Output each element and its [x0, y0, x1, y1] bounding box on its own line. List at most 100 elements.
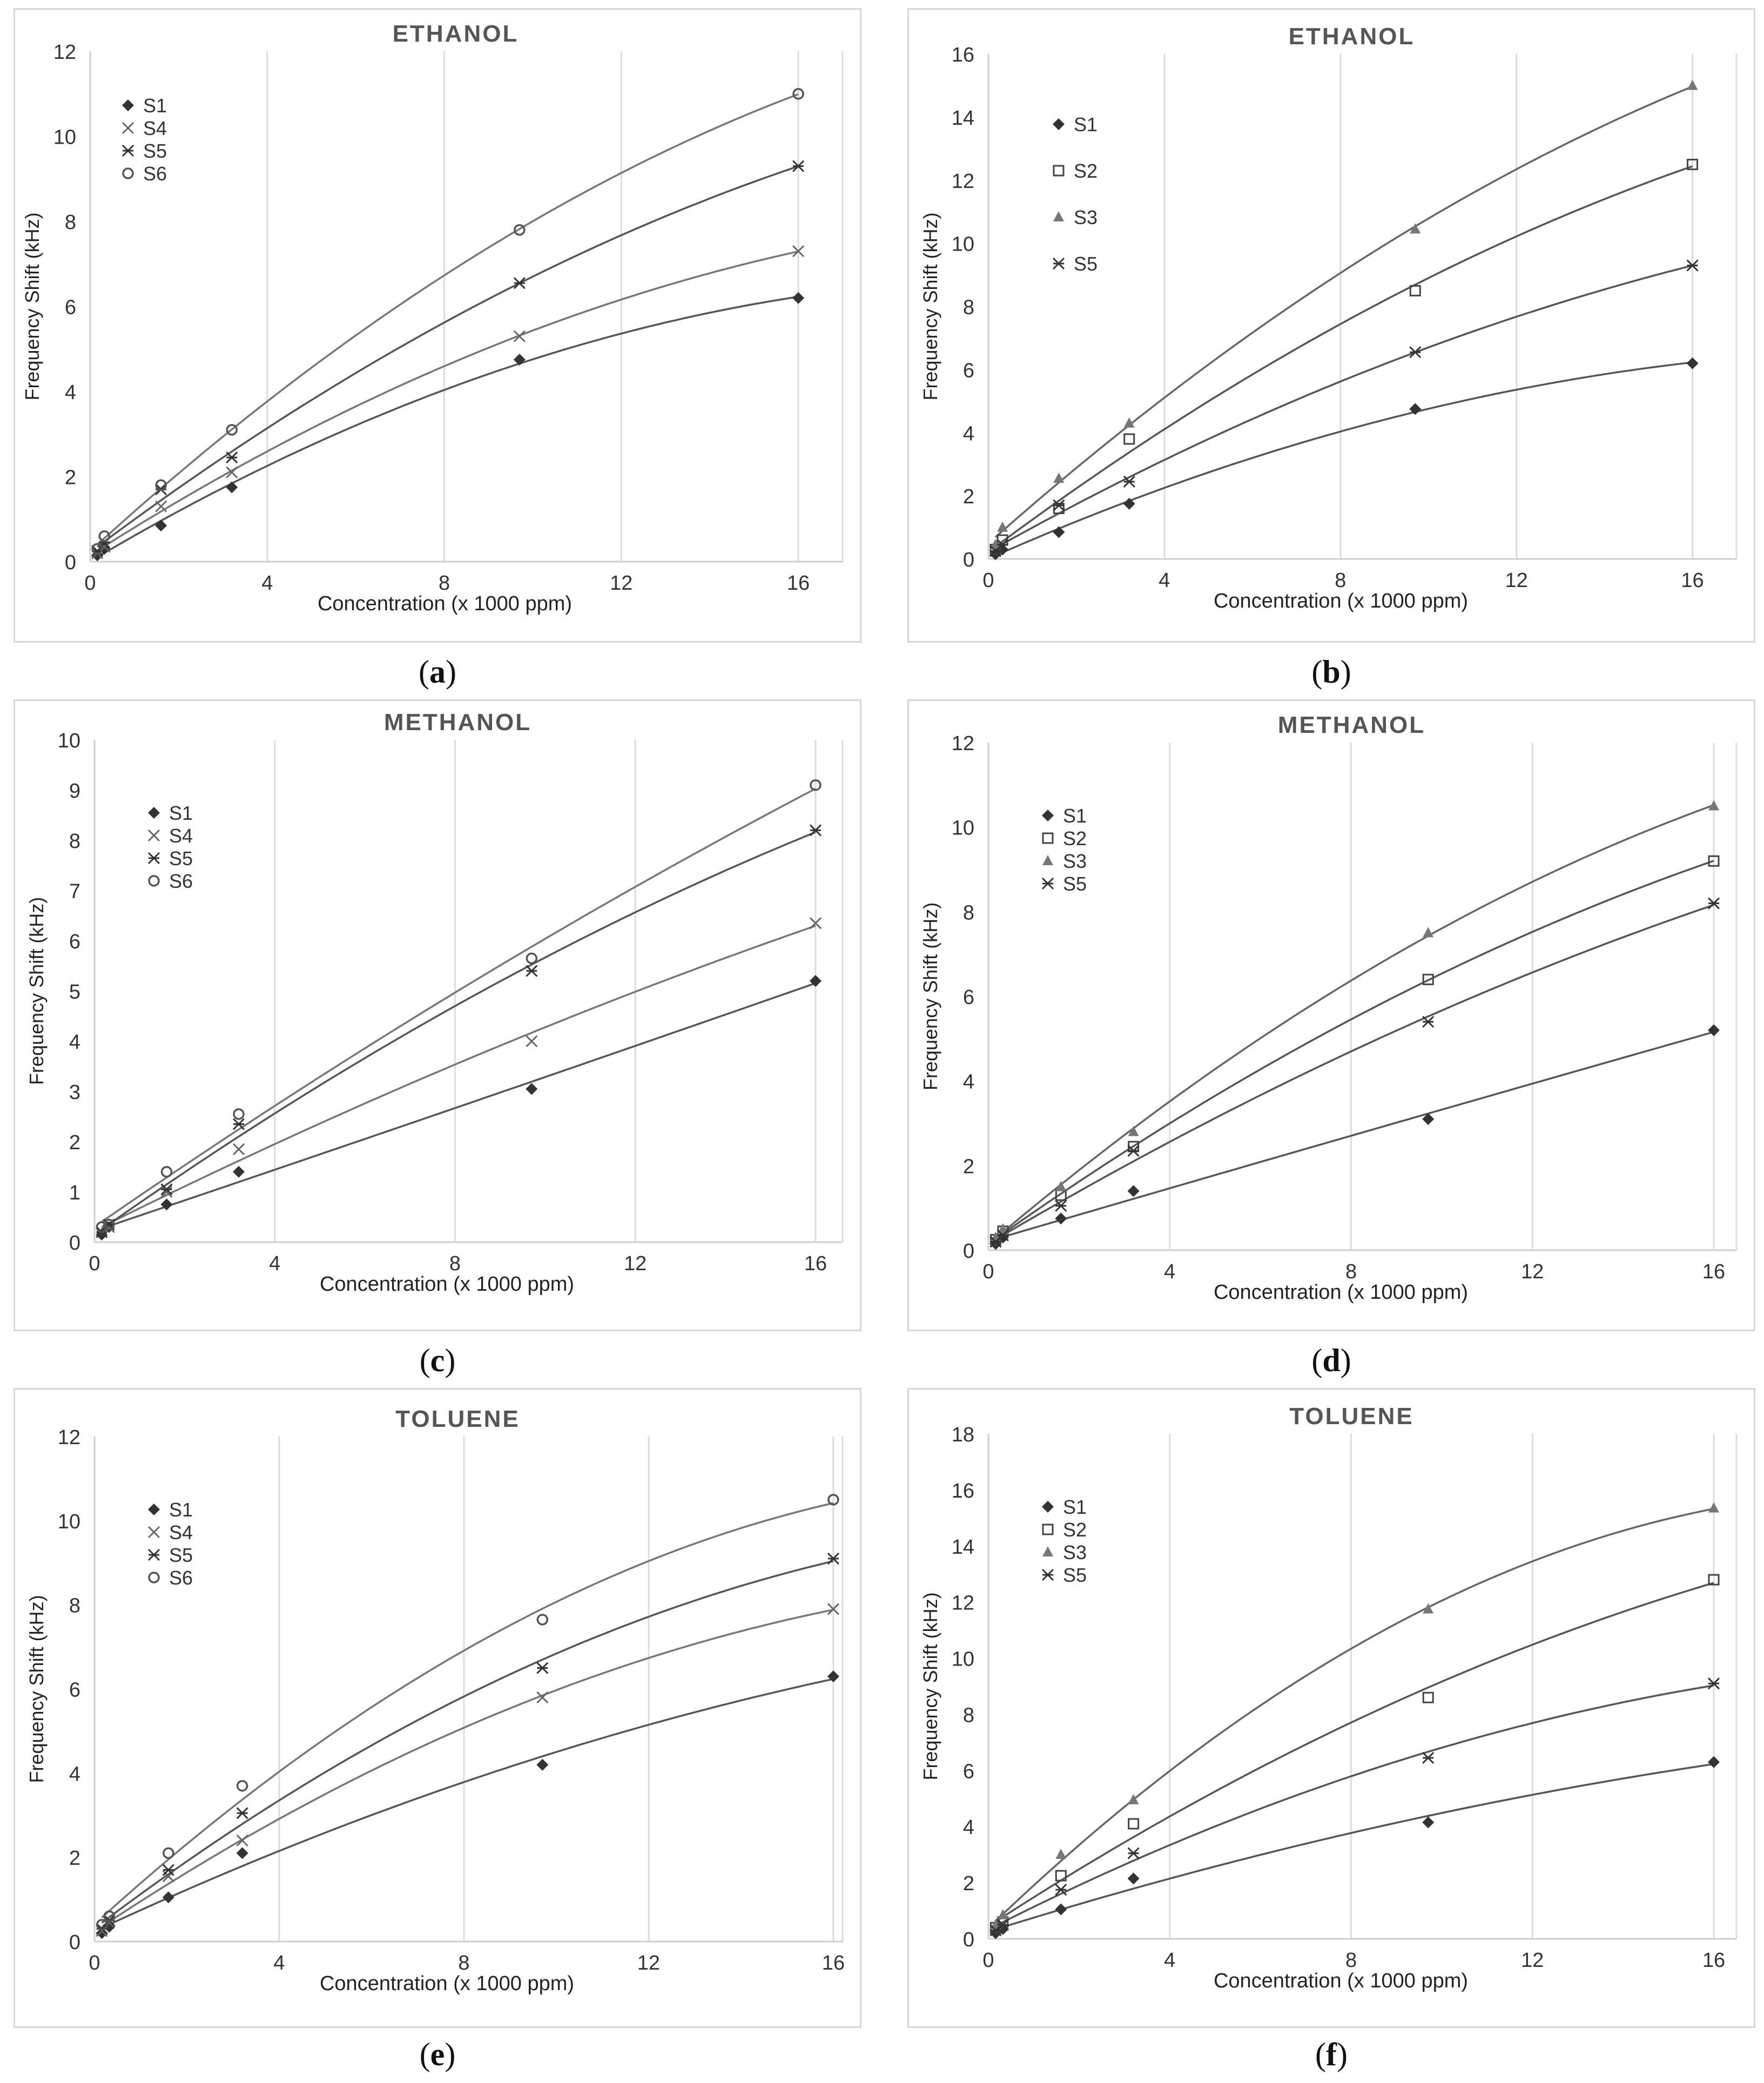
point-s3-1: [997, 1909, 1008, 1919]
gridlines: [1163, 54, 1738, 559]
point-s1-2: [155, 520, 167, 532]
y-tick-label-4: 8: [963, 1704, 974, 1727]
data-points: [91, 88, 805, 562]
data-points: [989, 800, 1720, 1250]
point-s2-4: [1422, 974, 1434, 986]
x-tick-label-1: 4: [261, 572, 273, 595]
chart-toluene-e: 0 2 4 6 8 10 12 0 4 8 12 16 TOLUENE Concentration (x …: [25, 1406, 845, 1995]
y-tick-label-4: 8: [69, 1595, 80, 1617]
legend-label-s6: S6: [143, 163, 167, 185]
data-points: [989, 79, 1699, 561]
chart-title: ETHANOL: [393, 21, 519, 47]
legend-marker-s6: [122, 167, 134, 179]
point-s5-2: [1055, 1884, 1067, 1896]
point-s6-5: [792, 88, 804, 100]
x-tick-label-2: 8: [458, 1952, 469, 1974]
x-axis-label: Concentration (x 1000 ppm): [320, 1273, 574, 1296]
point-s1-5: [792, 292, 805, 304]
x-tick-label-4: 16: [822, 1952, 845, 1974]
legend-label-s4: S4: [143, 117, 167, 139]
trendlines: [101, 787, 816, 1230]
point-s1-0: [96, 1927, 108, 1939]
gridlines: [274, 740, 844, 1242]
legend-label-s5: S5: [1063, 873, 1087, 895]
point-s3-4: [1423, 1603, 1434, 1614]
y-tick-label-6: 12: [952, 170, 974, 193]
y-tick-label-6: 12: [952, 732, 974, 755]
trendline-s1: [995, 1031, 1714, 1240]
point-s5-3: [1127, 1144, 1140, 1157]
point-s1-5: [809, 975, 822, 987]
point-s5-1: [997, 538, 1009, 551]
panel-label-d: (d): [1311, 1343, 1351, 1378]
point-s1-2: [1053, 526, 1065, 538]
y-tick-label-7: 14: [952, 1536, 974, 1559]
point-s4-5: [809, 917, 822, 929]
y-tick-label-5: 10: [952, 817, 974, 840]
point-s3-5: [1708, 800, 1720, 811]
trendline-s6: [101, 787, 816, 1223]
x-axis-label: Concentration (x 1000 ppm): [1214, 1281, 1468, 1304]
point-s1-3: [232, 1165, 245, 1178]
legend-label-s1: S1: [169, 802, 193, 824]
legend-label-s3: S3: [1063, 1541, 1087, 1563]
point-s6-1: [98, 530, 110, 542]
point-s3-3: [1128, 1794, 1139, 1804]
point-s1-2: [1055, 1212, 1067, 1225]
point-s5-2: [162, 1864, 174, 1876]
y-axis-label: Frequency Shift (kHz): [25, 1595, 48, 1783]
chart-title: ETHANOL: [1289, 23, 1415, 50]
point-s5-2: [160, 1183, 173, 1196]
chart-title: METHANOL: [384, 709, 531, 736]
x-tick-label-0: 0: [982, 1949, 994, 1972]
point-s6-2: [163, 1847, 174, 1859]
point-s3-4: [1423, 927, 1434, 938]
chart-title: TOLUENE: [395, 1406, 520, 1432]
y-tick-label-2: 4: [963, 1816, 974, 1839]
x-tick-label-1: 4: [269, 1252, 280, 1275]
y-tick-label-0: 0: [69, 1931, 80, 1954]
y-tick-label-2: 4: [963, 422, 974, 445]
point-s1-4: [1409, 403, 1422, 415]
legend-label-s2: S2: [1063, 827, 1087, 850]
y-tick-label-3: 6: [963, 986, 974, 1009]
point-s3-3: [1123, 417, 1135, 428]
panel-frame-b: [907, 8, 1755, 643]
legend-marker-s5: [1052, 257, 1065, 270]
trendline-s2: [995, 860, 1714, 1240]
x-tick-label-0: 0: [982, 569, 994, 592]
y-tick-label-5: 5: [69, 981, 80, 1003]
trendline-s3: [994, 85, 1693, 538]
point-s1-5: [1686, 357, 1699, 369]
y-tick-label-9: 9: [69, 780, 80, 803]
y-tick-label-4: 8: [963, 296, 974, 319]
point-s4-2: [160, 1185, 173, 1198]
point-s5-3: [1123, 475, 1135, 488]
legend-marker-s1: [1053, 118, 1065, 130]
point-s1-5: [827, 1670, 839, 1683]
point-s5-5: [827, 1552, 839, 1565]
point-s4-3: [232, 1143, 245, 1156]
point-s5-4: [536, 1662, 549, 1674]
x-tick-label-3: 12: [637, 1952, 660, 1974]
x-tick-label-4: 16: [804, 1252, 827, 1275]
trendline-s1: [101, 1678, 834, 1929]
y-tick-label-0: 0: [69, 1232, 80, 1255]
point-s6-0: [96, 1221, 108, 1233]
x-tick-label-1: 4: [273, 1952, 285, 1974]
x-tick-label-3: 12: [1521, 1949, 1544, 1972]
x-tick-label-1: 4: [1164, 1260, 1175, 1283]
point-s1-3: [1123, 497, 1135, 510]
point-s1-2: [1055, 1903, 1067, 1916]
x-tick-label-0: 0: [84, 572, 96, 595]
point-s6-4: [526, 952, 538, 965]
legend-marker-s1: [1042, 810, 1054, 821]
trendline-s4: [97, 250, 799, 552]
legend-label-s1: S1: [1063, 805, 1087, 827]
x-axis-label: Concentration (x 1000 ppm): [320, 1972, 574, 1995]
y-tick-label-2: 4: [963, 1071, 974, 1094]
